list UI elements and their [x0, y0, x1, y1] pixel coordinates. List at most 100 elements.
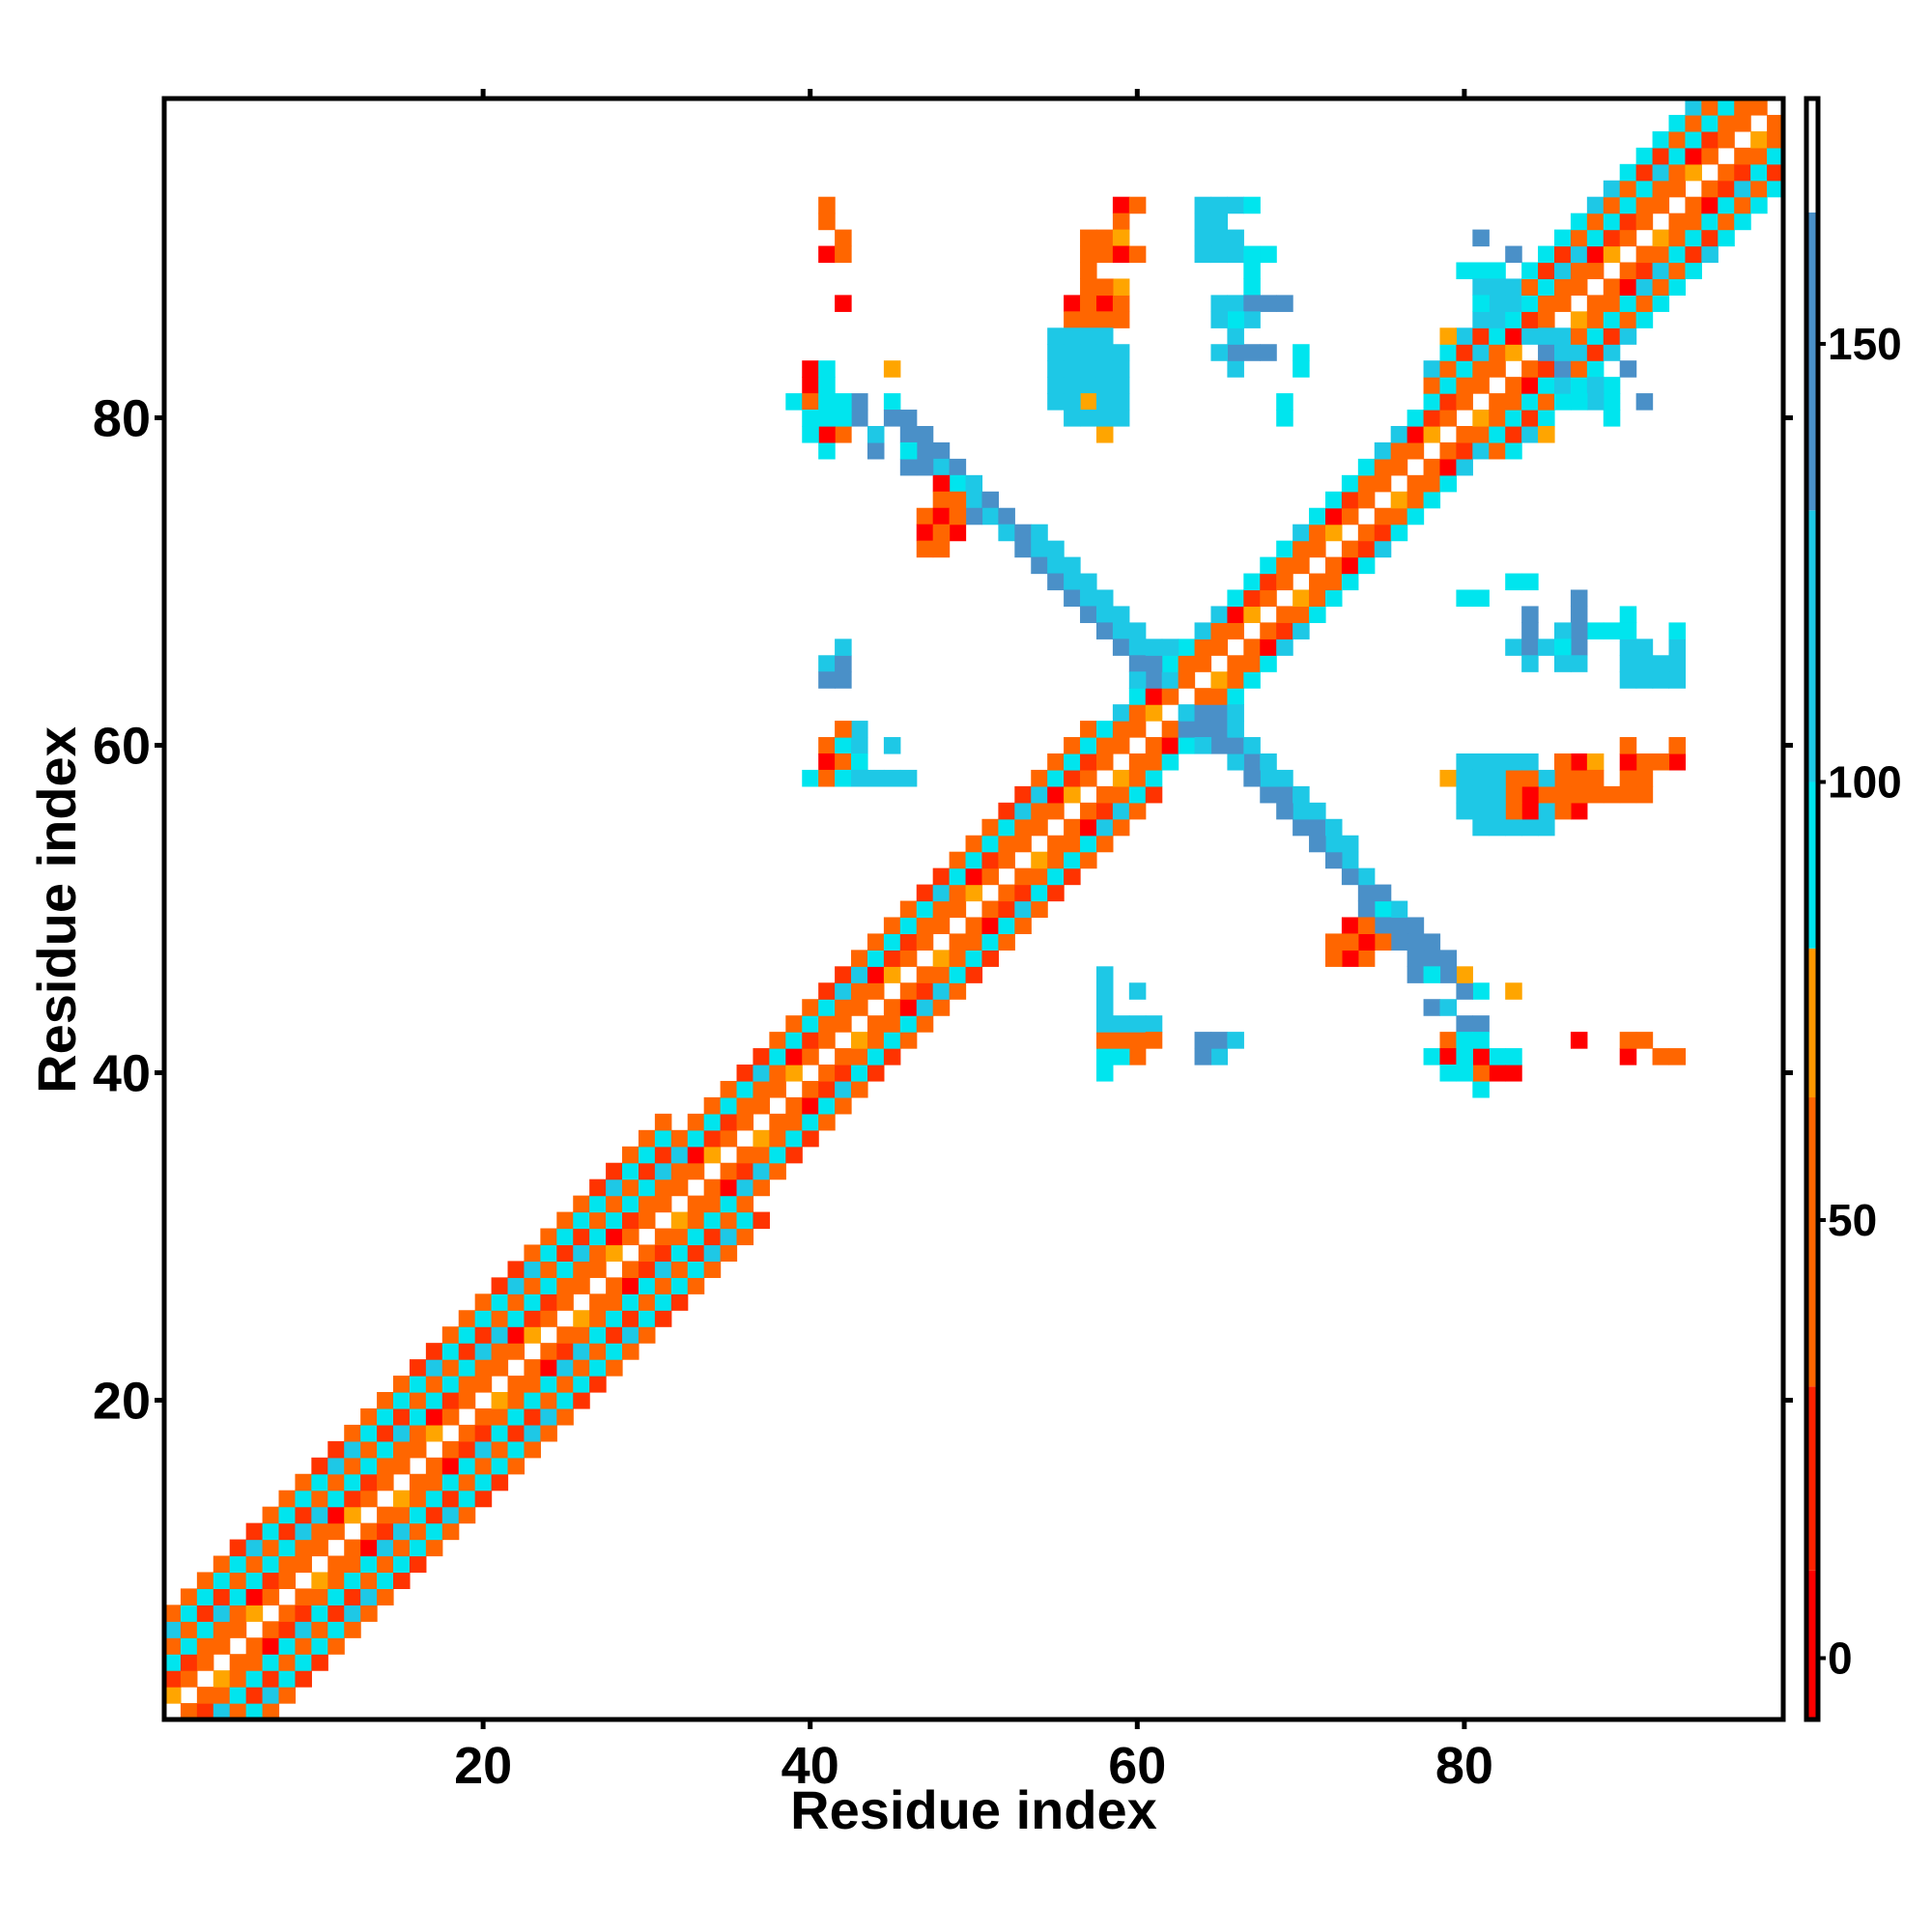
heatmap-cell — [835, 721, 852, 738]
heatmap-cell — [1505, 327, 1522, 345]
heatmap-cell — [245, 1605, 264, 1622]
heatmap-cell — [1439, 999, 1458, 1016]
heatmap-cell — [1112, 245, 1130, 264]
heatmap-cell — [1095, 835, 1114, 853]
heatmap-cell — [1603, 344, 1621, 361]
heatmap-cell — [474, 1424, 493, 1442]
heatmap-cell — [622, 1310, 639, 1327]
heatmap-cell — [1293, 589, 1310, 608]
heatmap-cell — [818, 393, 836, 411]
heatmap-cell — [540, 1343, 557, 1360]
heatmap-cell — [1324, 835, 1343, 853]
heatmap-cell — [1439, 441, 1458, 460]
heatmap-cell — [835, 295, 852, 312]
heatmap-cell — [1603, 278, 1621, 296]
heatmap-cell — [851, 737, 868, 754]
heatmap-cell — [1341, 867, 1359, 886]
heatmap-cell — [949, 900, 967, 919]
heatmap-cell — [998, 884, 1015, 902]
heatmap-cell — [1324, 818, 1343, 837]
heatmap-cell — [1586, 213, 1605, 231]
heatmap-cell — [1374, 917, 1392, 935]
heatmap-cell — [802, 360, 819, 378]
heatmap-cell — [1324, 573, 1343, 591]
heatmap-cell — [1439, 1048, 1458, 1065]
heatmap-cell — [1439, 344, 1458, 361]
heatmap-cell — [278, 1621, 297, 1638]
heatmap-cell — [1112, 213, 1130, 231]
heatmap-cell — [1014, 867, 1032, 886]
heatmap-cell — [1047, 769, 1065, 787]
heatmap-cell — [883, 1015, 901, 1033]
heatmap-cell — [1374, 458, 1392, 476]
heatmap-cell — [1456, 262, 1473, 280]
heatmap-cell — [344, 1539, 361, 1557]
heatmap-cell — [1095, 344, 1114, 361]
heatmap-cell — [164, 1654, 182, 1671]
y-tick-label: 40 — [93, 1044, 151, 1102]
heatmap-cell — [425, 1392, 443, 1409]
heatmap-cell — [1064, 573, 1081, 591]
heatmap-cell — [425, 1359, 443, 1377]
heatmap-cell — [377, 1555, 394, 1574]
heatmap-cell — [196, 1588, 214, 1605]
heatmap-cell — [1570, 622, 1588, 639]
heatmap-cell — [1668, 278, 1687, 296]
heatmap-cell — [1210, 311, 1228, 328]
heatmap-cell — [1635, 671, 1654, 689]
heatmap-cell — [1080, 721, 1097, 738]
heatmap-cell — [1227, 245, 1244, 264]
heatmap-cell — [949, 507, 967, 526]
heatmap-cell — [1489, 769, 1506, 787]
heatmap-cell — [425, 1457, 443, 1475]
heatmap-cell — [1570, 344, 1588, 361]
heatmap-cell — [818, 1096, 836, 1115]
heatmap-cell — [1586, 295, 1605, 312]
heatmap-cell — [327, 1457, 345, 1475]
heatmap-cell — [899, 917, 918, 935]
heatmap-cell — [458, 1392, 476, 1409]
heatmap-cell — [1031, 818, 1048, 837]
heatmap-cell — [1128, 639, 1147, 656]
heatmap-cell — [1489, 262, 1506, 280]
heatmap-cell — [916, 917, 934, 935]
heatmap-cell — [1439, 458, 1458, 476]
heatmap-cell — [1538, 639, 1555, 656]
heatmap-cell — [965, 917, 983, 935]
heatmap-cell — [327, 1555, 345, 1574]
heatmap-cell — [360, 1539, 378, 1557]
heatmap-cell — [1521, 802, 1539, 820]
heatmap-cell — [720, 1113, 738, 1131]
heatmap-cell — [687, 1146, 705, 1164]
heatmap-cell — [1586, 311, 1605, 328]
heatmap-cell — [1210, 639, 1228, 656]
heatmap-cell — [540, 1407, 557, 1426]
heatmap-cell — [1489, 785, 1506, 804]
heatmap-cell — [196, 1654, 214, 1671]
heatmap-cell — [1095, 999, 1114, 1016]
heatmap-cell — [409, 1522, 427, 1541]
heatmap-cell — [1635, 769, 1654, 787]
heatmap-cell — [638, 1129, 656, 1148]
colorbar-band — [1806, 1570, 1818, 1719]
heatmap-cell — [1505, 785, 1522, 804]
heatmap-cell — [262, 1588, 280, 1605]
heatmap-cell — [1652, 295, 1670, 312]
heatmap-cell — [278, 1539, 297, 1557]
heatmap-cell — [1570, 785, 1588, 804]
heatmap-cell — [458, 1310, 476, 1327]
heatmap-cell — [213, 1605, 231, 1622]
heatmap-cell — [1357, 524, 1376, 542]
heatmap-cell — [262, 1572, 280, 1589]
heatmap-cell — [229, 1621, 247, 1638]
heatmap-cell — [654, 1293, 672, 1311]
heatmap-cell — [1112, 721, 1130, 738]
heatmap-cell — [670, 1261, 689, 1278]
heatmap-cell — [1095, 1048, 1114, 1065]
heatmap-cell — [1505, 441, 1522, 460]
heatmap-cell — [1423, 425, 1441, 443]
heatmap-cell — [1472, 327, 1490, 345]
heatmap-cell — [360, 1605, 378, 1622]
heatmap-cell — [981, 933, 999, 951]
heatmap-cell — [1374, 507, 1392, 526]
